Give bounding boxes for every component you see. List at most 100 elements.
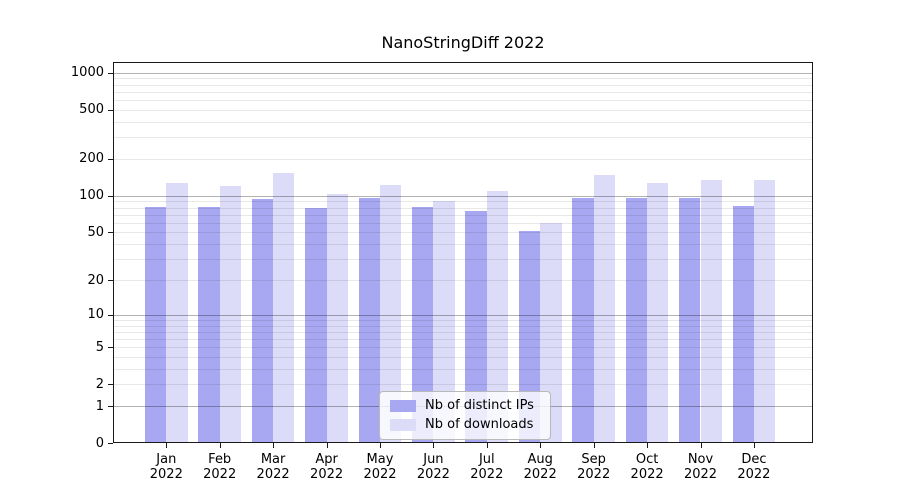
x-tick-mark-aug-2022 [540, 443, 542, 448]
x-tick-label-aug-2022: Aug 2022 [523, 452, 557, 482]
bar-nb-of-downloads-jul-2022 [486, 191, 509, 443]
bar-nb-of-distinct-ips-may-2022 [358, 198, 380, 443]
gridline-400 [113, 121, 813, 123]
gridline-3 [113, 368, 813, 370]
legend-entry-downloads: Nb of downloads [390, 416, 540, 433]
x-tick-label-dec-2022: Dec 2022 [737, 452, 771, 482]
gridline-800 [113, 84, 813, 86]
legend-label-distinct-ips: Nb of distinct IPs [425, 398, 534, 413]
y-tick-label-1000: 1000 [70, 65, 104, 81]
gridline-2 [113, 384, 813, 386]
x-tick-mark-dec-2022 [753, 443, 755, 448]
gridline-600 [113, 100, 813, 102]
x-tick-mark-sep-2022 [593, 443, 595, 448]
bar-nb-of-downloads-jun-2022 [433, 201, 455, 443]
y-tick-label-200: 200 [79, 151, 104, 167]
y-tick-label-1: 1 [95, 398, 104, 414]
x-tick-label-sep-2022: Sep 2022 [577, 452, 611, 482]
x-tick-label-apr-2022: Apr 2022 [310, 452, 344, 482]
gridline-5 [113, 347, 813, 349]
bar-nb-of-downloads-dec-2022 [753, 180, 776, 443]
legend: Nb of distinct IPs Nb of downloads [379, 391, 551, 440]
y-tick-label-2: 2 [95, 376, 104, 392]
x-tick-mark-nov-2022 [700, 443, 702, 448]
gridline-30 [113, 259, 813, 261]
bar-nb-of-distinct-ips-dec-2022 [732, 206, 754, 443]
gridline-70 [113, 214, 813, 216]
y-tick-label-0: 0 [95, 435, 104, 451]
bar-nb-of-distinct-ips-jan-2022 [144, 206, 167, 443]
y-tick-mark-20 [108, 280, 113, 281]
bar-nb-of-downloads-mar-2022 [273, 172, 295, 443]
x-tick-mark-apr-2022 [326, 443, 328, 448]
x-tick-mark-oct-2022 [647, 443, 649, 448]
legend-entry-distinct-ips: Nb of distinct IPs [390, 397, 540, 414]
legend-swatch-distinct-ips [390, 399, 416, 412]
gridline-10 [113, 314, 813, 316]
bar-nb-of-distinct-ips-jul-2022 [465, 211, 487, 443]
gridline-300 [113, 137, 813, 139]
gridline-8 [113, 325, 813, 327]
y-tick-label-50: 50 [87, 224, 104, 240]
gridline-90 [113, 201, 813, 203]
bar-nb-of-downloads-jan-2022 [166, 183, 188, 443]
x-tick-mark-may-2022 [380, 443, 381, 448]
bar-nb-of-downloads-apr-2022 [326, 193, 348, 443]
x-tick-label-jan-2022: Jan 2022 [149, 452, 183, 482]
y-tick-label-500: 500 [79, 102, 104, 118]
y-tick-mark-1 [108, 406, 113, 408]
bar-nb-of-distinct-ips-nov-2022 [679, 198, 701, 443]
y-tick-mark-500 [108, 109, 113, 111]
gridline-7 [113, 331, 813, 333]
y-tick-mark-1000 [108, 72, 113, 74]
y-tick-mark-200 [108, 158, 113, 160]
bar-nb-of-downloads-feb-2022 [219, 185, 242, 443]
x-tick-mark-mar-2022 [273, 443, 275, 448]
x-tick-label-feb-2022: Feb 2022 [203, 452, 237, 482]
bar-nb-of-downloads-nov-2022 [700, 180, 722, 443]
bar-nb-of-distinct-ips-jun-2022 [412, 207, 434, 443]
bar-nb-of-distinct-ips-feb-2022 [198, 206, 220, 443]
x-tick-label-mar-2022: Mar 2022 [256, 452, 290, 482]
x-tick-mark-jun-2022 [433, 443, 435, 448]
y-tick-label-5: 5 [95, 339, 104, 355]
gridline-1000 [113, 72, 813, 74]
bar-nb-of-distinct-ips-oct-2022 [625, 197, 648, 443]
y-tick-mark-10 [108, 314, 113, 316]
bar-nb-of-downloads-oct-2022 [647, 182, 669, 443]
x-tick-mark-jan-2022 [166, 443, 168, 448]
x-tick-label-nov-2022: Nov 2022 [683, 452, 718, 482]
gridline-60 [113, 222, 813, 224]
gridline-20 [113, 280, 813, 281]
bar-nb-of-distinct-ips-mar-2022 [251, 198, 274, 443]
bar-nb-of-downloads-aug-2022 [540, 223, 562, 443]
gridline-100 [113, 195, 813, 197]
legend-label-downloads: Nb of downloads [425, 417, 534, 432]
y-tick-mark-50 [108, 232, 113, 234]
gridline-80 [113, 207, 813, 209]
bar-nb-of-distinct-ips-aug-2022 [518, 231, 541, 443]
gridline-500 [113, 109, 813, 111]
y-tick-label-20: 20 [87, 272, 104, 288]
gridline-700 [113, 91, 813, 93]
x-tick-label-oct-2022: Oct 2022 [630, 452, 664, 482]
gridline-4 [113, 357, 813, 358]
bar-nb-of-downloads-may-2022 [380, 185, 402, 443]
y-tick-label-100: 100 [79, 188, 104, 204]
x-tick-mark-feb-2022 [219, 443, 221, 448]
x-tick-mark-jul-2022 [486, 443, 488, 448]
x-tick-label-jun-2022: Jun 2022 [416, 452, 450, 482]
gridline-6 [113, 338, 813, 340]
gridline-50 [113, 232, 813, 234]
legend-swatch-downloads [390, 418, 416, 431]
y-tick-mark-100 [108, 195, 113, 197]
gridline-9 [113, 319, 813, 321]
y-tick-mark-2 [108, 384, 113, 386]
x-tick-label-jul-2022: Jul 2022 [470, 452, 504, 482]
gridline-40 [113, 244, 813, 246]
bar-nb-of-distinct-ips-sep-2022 [572, 198, 594, 443]
y-tick-label-10: 10 [87, 307, 104, 323]
gridline-200 [113, 158, 813, 160]
y-tick-mark-0 [108, 443, 113, 445]
